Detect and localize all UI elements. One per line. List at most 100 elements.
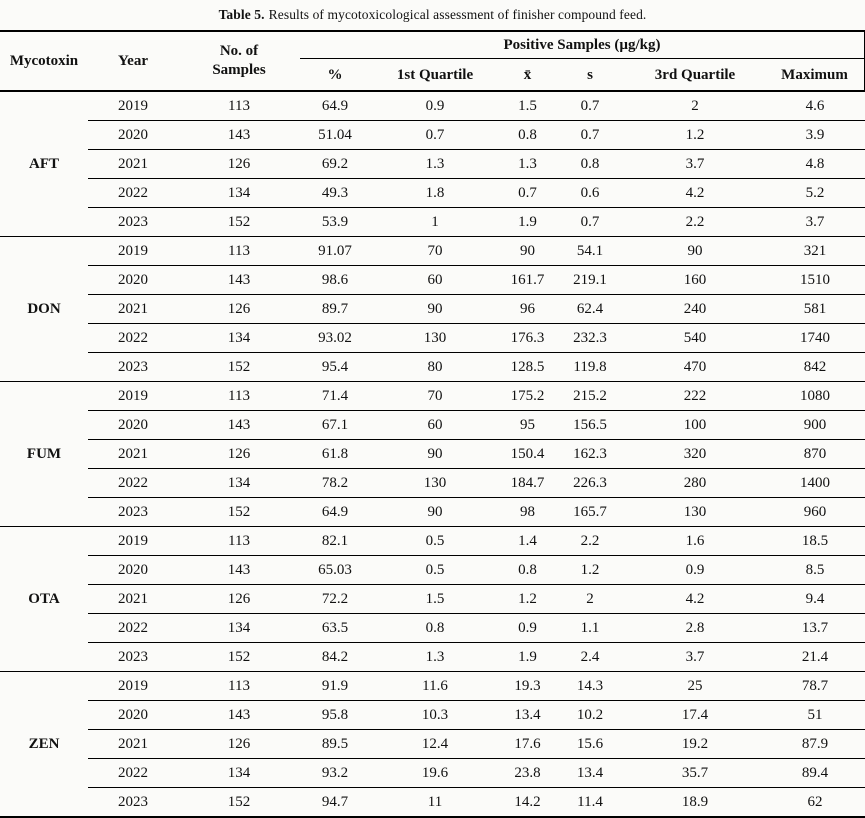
cell-q1: 1.5 (370, 584, 500, 614)
cell-q3: 1.2 (625, 120, 765, 150)
cell-pct: 91.07 (300, 236, 370, 266)
cell-n: 134 (178, 758, 300, 788)
cell-q3: 130 (625, 497, 765, 527)
table-row: 2023 152 95.4 80 128.5 119.8 470 842 (0, 352, 865, 382)
cell-s: 226.3 (555, 468, 625, 498)
cell-n: 134 (178, 323, 300, 353)
cell-pct: 93.02 (300, 323, 370, 353)
cell-q3: 100 (625, 410, 765, 440)
table-caption-text: Results of mycotoxicological assessment … (268, 7, 647, 22)
cell-q1: 90 (370, 439, 500, 469)
cell-s: 1.2 (555, 555, 625, 585)
cell-pct: 49.3 (300, 178, 370, 208)
cell-max: 900 (765, 410, 865, 440)
cell-mean: 98 (500, 497, 555, 527)
table-row: 2020 143 67.1 60 95 156.5 100 900 (0, 410, 865, 440)
cell-q3: 25 (625, 671, 765, 701)
cell-mean: 0.8 (500, 120, 555, 150)
cell-pct: 95.4 (300, 352, 370, 382)
cell-pct: 89.7 (300, 294, 370, 324)
cell-mean: 14.2 (500, 787, 555, 817)
cell-year: 2022 (88, 613, 178, 643)
cell-pct: 82.1 (300, 526, 370, 556)
cell-n: 113 (178, 526, 300, 556)
cell-pct: 89.5 (300, 729, 370, 759)
cell-max: 960 (765, 497, 865, 527)
cell-max: 18.5 (765, 526, 865, 556)
cell-max: 4.6 (805, 97, 825, 114)
col-header-mean: x̄ (523, 66, 532, 83)
cell-max: 321 (765, 236, 865, 266)
cell-n: 113 (228, 97, 250, 114)
table-row: 2021 126 69.2 1.3 1.3 0.8 3.7 4.8 (0, 149, 865, 179)
cell-pct: 65.03 (300, 555, 370, 585)
table-row: 2020 143 51.04 0.7 0.8 0.7 1.2 3.9 (0, 120, 865, 150)
cell-pct: 64.9 (321, 97, 349, 114)
table-row: 2022 134 49.3 1.8 0.7 0.6 4.2 5.2 (0, 178, 865, 208)
cell-year: 2022 (88, 323, 178, 353)
col-header-sd: s (587, 66, 593, 83)
cell-s: 11.4 (555, 787, 625, 817)
cell-pct: 51.04 (300, 120, 370, 150)
table-row: 2021 126 89.5 12.4 17.6 15.6 19.2 87.9 (0, 729, 865, 759)
cell-mean: 19.3 (500, 671, 555, 701)
cell-year: 2022 (88, 178, 178, 208)
table-row: 2023 152 84.2 1.3 1.9 2.4 3.7 21.4 (0, 642, 865, 672)
cell-mean: 1.9 (500, 642, 555, 672)
cell-q3: 3.7 (625, 642, 765, 672)
cell-pct: 94.7 (300, 787, 370, 817)
mycotoxin-label: AFT (29, 155, 59, 172)
cell-max: 870 (765, 439, 865, 469)
cell-n: 113 (178, 381, 300, 411)
cell-n: 134 (178, 613, 300, 643)
col-header-1st-quartile: 1st Quartile (396, 66, 474, 83)
cell-max: 87.9 (765, 729, 865, 759)
cell-q1: 70 (370, 236, 500, 266)
cell-q3: 3.7 (625, 149, 765, 179)
cell-q1: 1.3 (370, 149, 500, 179)
cell-year: 2022 (88, 468, 178, 498)
cell-n: 126 (178, 149, 300, 179)
cell-s: 2.4 (555, 642, 625, 672)
table-row: 2022 134 93.2 19.6 23.8 13.4 35.7 89.4 (0, 758, 865, 788)
cell-year: 2021 (88, 439, 178, 469)
table-row: 2023 152 64.9 90 98 165.7 130 960 (0, 497, 865, 527)
cell-pct: 72.2 (300, 584, 370, 614)
cell-q1: 11 (370, 787, 500, 817)
cell-pct: 91.9 (300, 671, 370, 701)
cell-pct: 67.1 (300, 410, 370, 440)
cell-s: 232.3 (555, 323, 625, 353)
table-row: 2022 134 78.2 130 184.7 226.3 280 1400 (0, 468, 865, 498)
cell-q3: 4.2 (625, 178, 765, 208)
cell-mean: 90 (500, 236, 555, 266)
cell-max: 1080 (765, 381, 865, 411)
cell-pct: 69.2 (300, 149, 370, 179)
cell-q3: 17.4 (625, 700, 765, 730)
cell-n: 134 (178, 178, 300, 208)
cell-pct: 98.6 (300, 265, 370, 295)
table-row: ZEN 2019 113 91.9 11.6 19.3 14.3 25 78.7 (0, 671, 865, 817)
table-row: DON 2019 113 91.07 70 90 54.1 90 321 (0, 236, 865, 382)
cell-max: 78.7 (765, 671, 865, 701)
cell-max: 89.4 (765, 758, 865, 788)
cell-mean: 1.4 (500, 526, 555, 556)
cell-max: 1400 (765, 468, 865, 498)
cell-max: 21.4 (765, 642, 865, 672)
cell-mean: 150.4 (500, 439, 555, 469)
cell-year: 2020 (88, 700, 178, 730)
cell-q1: 1 (370, 207, 500, 237)
cell-mean: 1.5 (518, 97, 537, 114)
table-header: Mycotoxin Year No. of Samples Positive S… (0, 31, 865, 91)
cell-s: 54.1 (555, 236, 625, 266)
cell-max: 13.7 (765, 613, 865, 643)
cell-q1: 90 (370, 497, 500, 527)
cell-year: 2020 (88, 555, 178, 585)
cell-pct: 78.2 (300, 468, 370, 498)
table-row: 2020 143 98.6 60 161.7 219.1 160 1510 (0, 265, 865, 295)
cell-q1: 11.6 (370, 671, 500, 701)
cell-s: 10.2 (555, 700, 625, 730)
cell-s: 219.1 (555, 265, 625, 295)
cell-s: 0.8 (555, 149, 625, 179)
cell-q3: 470 (625, 352, 765, 382)
cell-n: 143 (178, 265, 300, 295)
